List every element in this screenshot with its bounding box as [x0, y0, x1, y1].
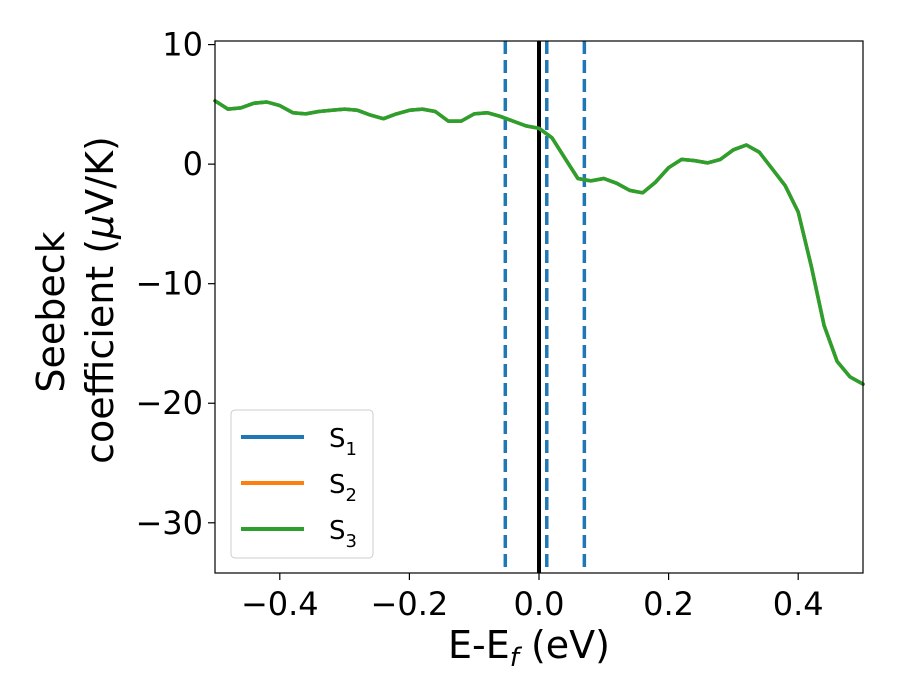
y-axis-label-line2: coefficient (μV/K): [78, 136, 122, 464]
series-line-3: [213, 99, 865, 386]
y-tick-label: −20: [135, 384, 203, 422]
x-tick-label: 0.4: [773, 585, 824, 623]
x-axis-label-unit: (eV): [519, 623, 610, 667]
y-axis-label-line2-main: coefficient (: [78, 239, 122, 464]
legend-label-3: S3: [329, 516, 357, 552]
y-axis-label-mu: μ: [78, 215, 122, 240]
x-axis-label: E-Ef (eV): [448, 623, 610, 673]
x-tick-label: −0.2: [371, 585, 449, 623]
legend-label-1: S1: [329, 424, 357, 460]
y-axis-label-unit: V/K): [78, 136, 122, 215]
x-axis-label-main: E-E: [448, 623, 510, 667]
x-tick-label: −0.4: [241, 585, 319, 623]
legend-label-2: S2: [329, 470, 357, 506]
x-tick-label: 0.2: [643, 585, 694, 623]
y-tick-label: 0: [183, 145, 203, 183]
y-axis-ticks: 10 0 −10 −20 −30: [135, 26, 215, 542]
y-axis-label-line1: Seebeck: [29, 231, 73, 392]
y-tick-label: −30: [135, 504, 203, 542]
legend: S1 S2 S3: [230, 409, 374, 559]
y-axis-label: Seebeck coefficient (μV/K): [29, 136, 122, 464]
series-lines: [213, 99, 865, 386]
x-axis-ticks: −0.4 −0.2 0.0 0.2 0.4: [241, 573, 824, 623]
y-tick-label: 10: [162, 26, 203, 64]
y-tick-label: −10: [135, 265, 203, 303]
x-tick-label: 0.0: [514, 585, 565, 623]
